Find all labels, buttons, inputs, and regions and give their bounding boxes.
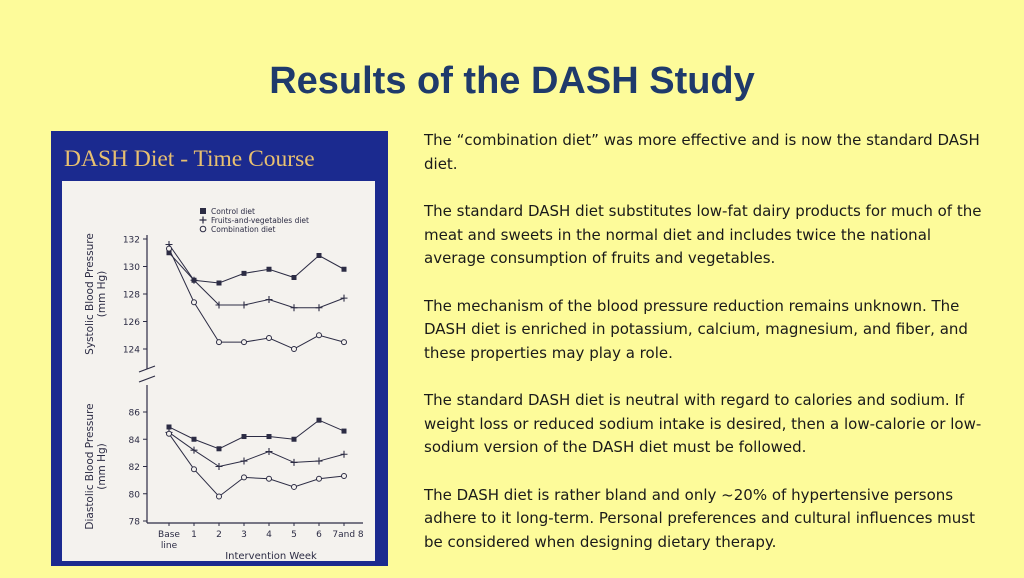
data-point-circle (241, 474, 247, 481)
data-point-circle (266, 475, 272, 482)
data-point-circle (166, 430, 172, 437)
y-tick-label: 78 (129, 518, 141, 528)
axis-break-mark (138, 365, 156, 383)
data-point-circle (291, 346, 297, 352)
x-axis-label: Intervention Week (225, 551, 317, 562)
data-point-circle (341, 473, 347, 480)
paragraph-mechanism: The mechanism of the blood pressure redu… (424, 296, 968, 362)
series-line (168, 252, 345, 284)
data-point-square (316, 417, 322, 423)
y-tick-label: 124 (123, 346, 140, 356)
data-point-circle (191, 299, 197, 306)
y-axis-label: Diastolic Blood Pressure (84, 403, 96, 529)
chart-title: DASH Diet - Time Course (64, 146, 315, 172)
paragraph-calories-sodium: The standard DASH diet is neutral with r… (424, 391, 982, 456)
data-point-square (341, 428, 347, 434)
data-point-circle (316, 332, 322, 339)
data-point-plus (340, 294, 348, 302)
x-tick-label: 1 (191, 530, 197, 540)
x-tick-label: 3 (241, 530, 247, 540)
x-tick-label: 7and 8 (332, 530, 364, 540)
data-point-square (291, 436, 297, 442)
data-point-plus (215, 463, 223, 470)
paragraph-combination-diet: The “combination diet” was more effectiv… (424, 131, 980, 173)
data-point-plus (190, 276, 198, 284)
data-point-circle (191, 466, 197, 473)
data-point-square (291, 275, 297, 280)
data-point-square (241, 270, 247, 276)
y-tick-label: 126 (123, 318, 140, 328)
data-point-square (341, 266, 347, 272)
body-text: The “combination diet” was more effectiv… (424, 129, 984, 578)
series-line (168, 433, 345, 498)
data-point-square (166, 250, 172, 256)
data-point-circle (291, 483, 297, 490)
data-point-circle (316, 475, 322, 482)
slide-title: Results of the DASH Study (269, 60, 755, 102)
y-tick-label: 82 (129, 463, 140, 473)
data-point-square (266, 434, 272, 440)
dash-chart: DASH Diet - Time Course Control dietFrui… (62, 146, 375, 562)
data-point-plus (315, 304, 323, 312)
data-point-plus (240, 457, 248, 465)
x-tick-label: 6 (316, 530, 322, 540)
data-point-plus (240, 301, 248, 309)
x-tick-label: 4 (266, 530, 272, 540)
x-tick-label: Base (158, 530, 180, 540)
data-point-square (166, 424, 172, 430)
data-point-circle (241, 339, 247, 346)
data-point-plus (265, 448, 273, 456)
y-tick-label: 130 (123, 263, 140, 273)
data-point-circle (166, 245, 172, 252)
legend-label: Combination diet (211, 225, 276, 234)
data-point-circle (216, 493, 222, 500)
paragraph-adherence: The DASH diet is rather bland and only ~… (424, 485, 975, 551)
x-tick-label: 2 (216, 530, 222, 540)
series-line (168, 419, 345, 450)
x-tick-label: 5 (291, 530, 297, 540)
y-tick-label: 84 (129, 436, 141, 446)
series-line (168, 244, 345, 309)
legend-label: Control diet (211, 207, 255, 216)
data-point-circle (216, 339, 222, 346)
y-tick-label: 86 (129, 409, 141, 419)
data-point-square (216, 446, 222, 452)
dash-time-course-figure: DASH Diet - Time Course Control diet Frui… (51, 131, 388, 566)
y-axis-label-units: (mm Hg) (96, 271, 108, 318)
data-point-plus (190, 446, 198, 454)
data-point-plus (290, 458, 298, 466)
legend-label: Fruits-and-vegetables diet (211, 216, 309, 225)
y-axis-label-units: (mm Hg) (96, 443, 108, 490)
data-point-square (216, 280, 222, 286)
legend-marker-square (200, 208, 206, 214)
data-point-square (266, 266, 272, 272)
series-line (168, 248, 345, 350)
data-point-circle (266, 335, 272, 341)
data-point-plus (215, 301, 223, 309)
legend-marker-plus (199, 216, 207, 224)
data-point-square (316, 253, 322, 258)
data-point-plus (315, 457, 323, 465)
data-point-square (241, 434, 247, 440)
data-point-circle (341, 339, 347, 346)
y-tick-label: 128 (123, 291, 140, 301)
data-point-plus (340, 450, 348, 458)
paragraph-diet-composition: The standard DASH diet substitutes low-f… (424, 202, 982, 267)
data-point-plus (290, 304, 298, 312)
series-line (168, 432, 345, 468)
y-axis-label: Systolic Blood Pressure (84, 233, 96, 355)
y-tick-label: 132 (123, 236, 140, 246)
y-tick-label: 80 (129, 490, 141, 500)
legend-marker-circle (199, 225, 207, 233)
data-point-square (191, 436, 197, 442)
data-point-plus (265, 296, 273, 303)
plot-background (62, 181, 375, 561)
x-tick-label: line (161, 541, 178, 551)
